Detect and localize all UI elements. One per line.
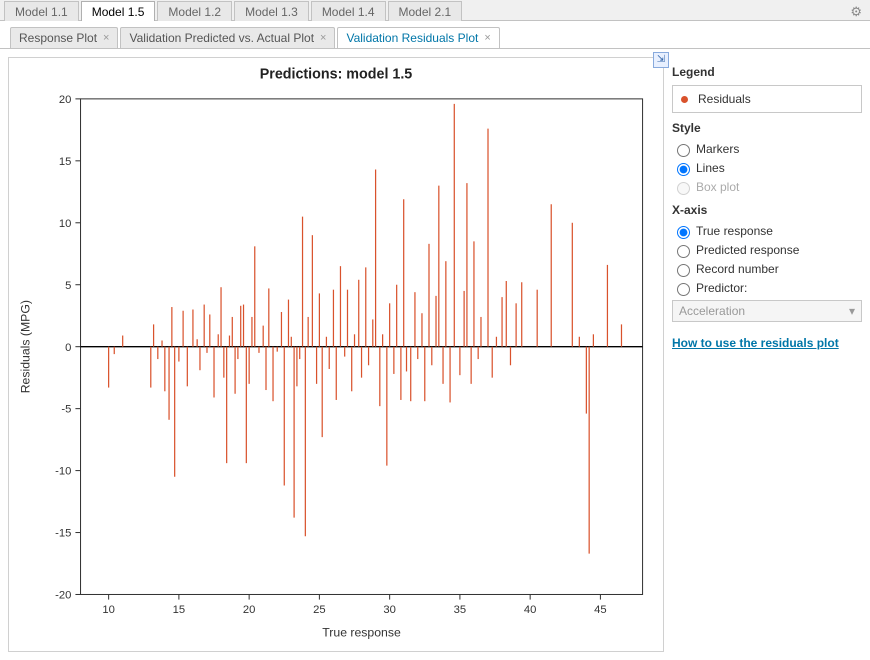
svg-text:30: 30	[383, 604, 396, 616]
xaxis-radio-row[interactable]: Record number	[672, 261, 862, 277]
gear-icon[interactable]: ⚙	[850, 4, 862, 20]
xaxis-radio-row[interactable]: Predicted response	[672, 242, 862, 258]
model-tab[interactable]: Model 1.5	[81, 1, 156, 21]
svg-text:20: 20	[243, 604, 256, 616]
svg-text:25: 25	[313, 604, 326, 616]
model-tab[interactable]: Model 1.2	[157, 1, 232, 21]
model-tab[interactable]: Model 1.3	[234, 1, 309, 21]
svg-text:20: 20	[59, 94, 71, 106]
style-radio[interactable]	[677, 163, 690, 176]
xaxis-radio-label: True response	[696, 224, 773, 238]
predictor-dropdown[interactable]: Acceleration ▾	[672, 300, 862, 322]
plot-tab[interactable]: Response Plot ×	[10, 27, 118, 48]
svg-text:45: 45	[594, 604, 607, 616]
model-tab[interactable]: Model 1.1	[4, 1, 79, 21]
xaxis-radio-label: Record number	[696, 262, 779, 276]
xaxis-radio-label: Predicted response	[696, 243, 799, 257]
svg-text:Predictions: model 1.5: Predictions: model 1.5	[260, 66, 413, 82]
legend-item-label: Residuals	[698, 92, 751, 106]
style-radio-row[interactable]: Lines	[672, 160, 862, 176]
xaxis-title: X-axis	[672, 203, 862, 217]
content-area: ⇲ Predictions: model 1.5 10 15 20 25 30 35 40 45…	[0, 48, 870, 660]
xaxis-radio-group: True response Predicted response Record nu…	[672, 223, 862, 296]
svg-text:40: 40	[524, 604, 537, 616]
svg-text:-20: -20	[55, 590, 71, 602]
plot-tab[interactable]: Validation Residuals Plot ×	[337, 27, 499, 48]
svg-text:35: 35	[454, 604, 467, 616]
style-radio-label: Markers	[696, 142, 739, 156]
predictor-dropdown-value: Acceleration	[679, 304, 745, 318]
svg-text:15: 15	[59, 156, 71, 168]
style-radio-label: Box plot	[696, 180, 739, 194]
plot-tab-label: Validation Residuals Plot	[346, 31, 478, 45]
plot-tab-label: Validation Predicted vs. Actual Plot	[129, 31, 314, 45]
app-root: Model 1.1Model 1.5Model 1.2Model 1.3Mode…	[0, 0, 870, 644]
svg-text:True response: True response	[322, 625, 401, 639]
help-link[interactable]: How to use the residuals plot	[672, 336, 862, 350]
style-radio	[677, 182, 690, 195]
style-radio-group: Markers Lines Box plot	[672, 141, 862, 195]
style-radio-label: Lines	[696, 161, 725, 175]
side-panel: Legend Residuals Style Markers Lines Box p…	[672, 57, 862, 652]
plot-tab[interactable]: Validation Predicted vs. Actual Plot ×	[120, 27, 335, 48]
svg-text:-10: -10	[55, 466, 71, 478]
chevron-down-icon: ▾	[849, 304, 855, 318]
svg-text:5: 5	[65, 280, 71, 292]
svg-text:Residuals (MPG): Residuals (MPG)	[18, 300, 32, 393]
svg-text:10: 10	[59, 218, 71, 230]
xaxis-radio-label: Predictor:	[696, 281, 747, 295]
plot-tabs-bar: Response Plot×Validation Predicted vs. A…	[10, 27, 870, 48]
svg-text:-5: -5	[61, 404, 71, 416]
plot-panel: ⇲ Predictions: model 1.51015202530354045…	[8, 57, 664, 652]
xaxis-radio-row[interactable]: Predictor:	[672, 280, 862, 296]
svg-text:-15: -15	[55, 528, 71, 540]
xaxis-radio[interactable]	[677, 283, 690, 296]
plot-tabs-wrap: Response Plot×Validation Predicted vs. A…	[0, 20, 870, 48]
model-tab[interactable]: Model 1.4	[311, 1, 386, 21]
xaxis-radio[interactable]	[677, 226, 690, 239]
expand-icon[interactable]: ⇲	[653, 52, 669, 68]
plot-tab-label: Response Plot	[19, 31, 97, 45]
close-icon[interactable]: ×	[320, 32, 326, 44]
close-icon[interactable]: ×	[484, 32, 490, 44]
xaxis-radio[interactable]	[677, 264, 690, 277]
style-title: Style	[672, 121, 862, 135]
xaxis-radio-row[interactable]: True response	[672, 223, 862, 239]
style-radio-row: Box plot	[672, 179, 862, 195]
model-tabs-bar: Model 1.1Model 1.5Model 1.2Model 1.3Mode…	[0, 0, 870, 20]
close-icon[interactable]: ×	[103, 32, 109, 44]
svg-text:10: 10	[102, 604, 114, 616]
svg-text:0: 0	[65, 342, 71, 354]
legend-dot-icon	[681, 96, 688, 103]
legend-title: Legend	[672, 65, 862, 79]
style-radio[interactable]	[677, 144, 690, 157]
residuals-chart: Predictions: model 1.5 10 15 20 25 30 35 40 45 -2…	[9, 58, 663, 651]
svg-text:15: 15	[173, 604, 186, 616]
legend-box: Residuals	[672, 85, 862, 113]
xaxis-radio[interactable]	[677, 245, 690, 258]
model-tab[interactable]: Model 2.1	[388, 1, 463, 21]
style-radio-row[interactable]: Markers	[672, 141, 862, 157]
